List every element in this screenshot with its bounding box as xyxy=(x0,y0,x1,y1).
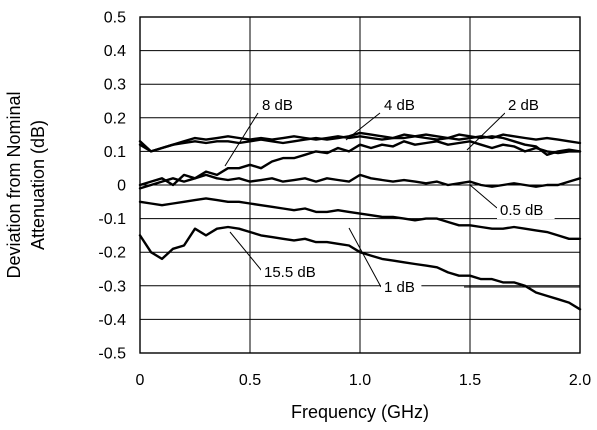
y-tick-label: -0.4 xyxy=(98,312,126,329)
annotation-label-2-db: 2 dB xyxy=(508,97,539,114)
annotation-backing-15-5-db xyxy=(261,263,328,281)
annotation-label-1-db: 1 dB xyxy=(384,279,415,296)
grid xyxy=(139,16,581,354)
annotation-backing-8-db xyxy=(259,96,300,114)
series-line-4-db xyxy=(138,131,582,153)
annotation-backing-2-db xyxy=(505,96,546,114)
y-tick-label: 0.5 xyxy=(104,10,126,27)
series-group xyxy=(138,131,582,311)
y-tick-label: -0.1 xyxy=(98,211,126,228)
leader-line-4-db xyxy=(345,112,381,141)
y-tick-label: 0 xyxy=(117,178,126,195)
annotation-backing-0-5-db xyxy=(497,201,555,219)
leader-line-0-5-db xyxy=(469,184,498,209)
y-tick-label: 0.4 xyxy=(104,43,126,60)
y-tick-label: 0.3 xyxy=(104,77,126,94)
annotation-label-4-db: 4 dB xyxy=(384,97,415,114)
leader-line-15-5-db xyxy=(229,231,263,272)
y-axis-title-line-1: Deviation from Nominal xyxy=(4,91,24,278)
y-axis-title-line-2: Attenuation (dB) xyxy=(28,120,48,250)
y-tick-label: -0.2 xyxy=(98,245,126,262)
plot-frame xyxy=(139,16,581,354)
annotation-label-8-db: 8 dB xyxy=(262,97,293,114)
annotation-group: 8 dB 4 dB 2 dB 0.5 dB 1 dB 15.5 dB xyxy=(224,96,580,296)
annotation-backing-4-db xyxy=(381,96,422,114)
y-tick-label: -0.5 xyxy=(98,346,126,363)
series-line-1-db xyxy=(138,197,582,241)
leader-line-2-db xyxy=(466,112,506,151)
leader-line-1-db xyxy=(348,227,382,288)
x-axis-title: Frequency (GHz) xyxy=(291,402,429,422)
annotation-label-0-5-db: 0.5 dB xyxy=(500,202,543,219)
leader-line-8-db xyxy=(224,112,259,167)
x-tick-label: 0 xyxy=(136,372,145,389)
series-line-0-5-db xyxy=(138,173,582,190)
x-tick-label: 2.0 xyxy=(569,372,591,389)
y-tick-labels: 0.5 0.4 0.3 0.2 0.1 0 -0.1 -0.2 -0.3 -0.4 -0.5 xyxy=(98,10,126,363)
y-tick-label: 0.1 xyxy=(104,144,126,161)
y-tick-label: -0.3 xyxy=(98,278,126,295)
series-line-15-5-db xyxy=(138,225,582,311)
x-tick-label: 0.5 xyxy=(239,372,261,389)
y-tick-label: 0.2 xyxy=(104,110,126,127)
annotation-backing-1-db xyxy=(381,278,422,296)
x-tick-label: 1.5 xyxy=(459,372,481,389)
x-tick-labels: 0 0.5 1.0 1.5 2.0 xyxy=(136,372,592,389)
annotation-label-15-5-db: 15.5 dB xyxy=(264,264,316,281)
series-line-2-db xyxy=(138,140,582,187)
series-line-8-db xyxy=(138,133,582,157)
x-tick-label: 1.0 xyxy=(349,372,371,389)
